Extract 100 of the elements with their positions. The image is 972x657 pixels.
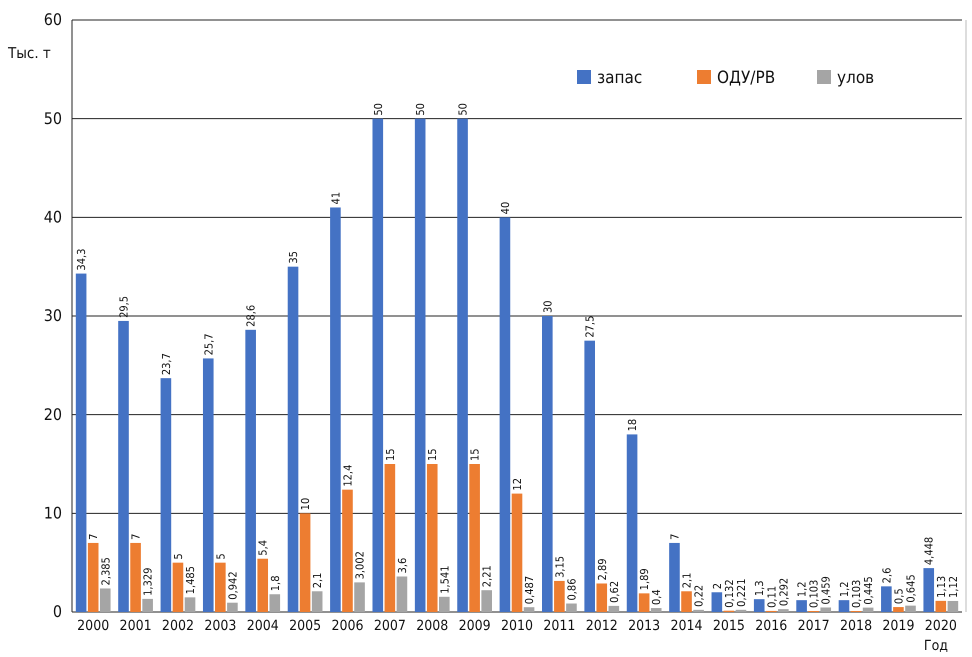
x-tick-label: 2006 (331, 618, 364, 634)
x-tick-label: 2014 (670, 618, 703, 634)
bar (681, 591, 692, 612)
data-label: 12,4 (341, 464, 354, 487)
data-label: 0,62 (608, 580, 621, 603)
x-tick-label: 2012 (586, 618, 618, 634)
y-tick-label: 10 (44, 503, 62, 522)
x-axis-title: Год (924, 638, 948, 654)
bar (838, 600, 850, 612)
bar (524, 607, 534, 612)
bar (300, 513, 310, 612)
x-tick-label: 2001 (120, 618, 152, 634)
bar (160, 378, 172, 612)
bar (754, 599, 765, 612)
bar (820, 607, 832, 612)
bar (469, 464, 480, 612)
y-tick-label: 40 (44, 207, 62, 226)
data-label: 29,5 (118, 296, 131, 318)
bar (512, 494, 522, 612)
x-tick-label: 2013 (628, 618, 660, 634)
bar (905, 606, 916, 612)
bar (257, 558, 268, 612)
data-label: 15 (426, 448, 440, 461)
x-tick-label: 2019 (882, 618, 914, 634)
bar (118, 320, 129, 612)
bar (76, 274, 86, 612)
data-label: 0,292 (777, 578, 790, 606)
bar (638, 593, 650, 612)
legend-label: улов (837, 68, 874, 88)
bar (130, 542, 141, 612)
bar (372, 118, 384, 612)
y-tick-label: 20 (44, 404, 62, 424)
data-label: 50 (372, 103, 385, 116)
bar (584, 340, 596, 612)
data-label: 5,4 (256, 540, 270, 556)
bar (184, 597, 196, 612)
data-label: 0,132 (722, 579, 736, 608)
bar (712, 592, 722, 612)
x-tick-label: 2004 (246, 618, 279, 634)
bar (457, 118, 468, 612)
x-tick-label: 2002 (162, 618, 194, 634)
bar (596, 583, 608, 612)
data-label: 0,103 (850, 580, 864, 608)
data-label: 1,485 (184, 566, 198, 594)
data-label: 0,221 (734, 578, 748, 607)
data-label: 30 (541, 300, 554, 313)
bar (608, 606, 620, 612)
data-label: 10 (299, 498, 312, 510)
data-label: 7 (87, 534, 100, 540)
data-label: 18 (626, 418, 640, 432)
x-tick-label: 2008 (416, 618, 448, 634)
x-tick-label: 2007 (374, 618, 406, 634)
bar (288, 266, 298, 612)
bar (500, 217, 510, 612)
data-label: 1,3 (753, 580, 766, 596)
data-label: 1,89 (638, 568, 652, 590)
x-tick-label: 2016 (755, 618, 788, 634)
x-tick-label: 2011 (543, 618, 576, 634)
bar (948, 600, 958, 612)
bar (215, 562, 226, 612)
bar (269, 594, 280, 612)
bar (396, 576, 408, 612)
y-tick-label: 30 (44, 306, 62, 326)
data-label: 3,002 (354, 551, 367, 580)
x-tick-label: 2018 (840, 618, 872, 634)
data-label: 15 (468, 448, 482, 461)
data-label: 0,5 (892, 588, 906, 604)
bar (245, 330, 256, 612)
bar (862, 608, 874, 612)
data-label: 2,1 (680, 572, 694, 588)
data-label: 1,13 (934, 576, 948, 598)
x-tick-label: 2009 (458, 618, 491, 634)
bar (669, 542, 680, 612)
data-label: 3,15 (553, 556, 566, 578)
data-label: 7 (668, 534, 682, 540)
data-label: 0,459 (820, 576, 833, 604)
bar (778, 609, 789, 612)
data-label: 28,6 (244, 304, 258, 327)
bar (342, 490, 353, 612)
data-label: 0,4 (650, 589, 664, 606)
data-label: 0,86 (565, 578, 578, 601)
data-label: 2,6 (880, 568, 894, 584)
bar (796, 600, 807, 612)
data-label: 0,103 (808, 580, 821, 608)
data-label: 1,329 (142, 568, 155, 596)
bar (554, 580, 565, 612)
bar (88, 542, 98, 612)
bar (893, 607, 904, 612)
bar (202, 358, 214, 612)
data-label: 0,445 (862, 576, 876, 605)
bar (481, 590, 492, 612)
data-label: 1,2 (838, 581, 851, 598)
bar (923, 568, 934, 612)
data-label: 5 (172, 553, 185, 560)
y-tick-label: 0 (52, 602, 62, 622)
bar (142, 598, 153, 612)
data-label: 50 (456, 103, 470, 116)
bar (172, 562, 184, 612)
data-label: 3,6 (396, 558, 409, 574)
data-label: 2,1 (311, 572, 324, 588)
